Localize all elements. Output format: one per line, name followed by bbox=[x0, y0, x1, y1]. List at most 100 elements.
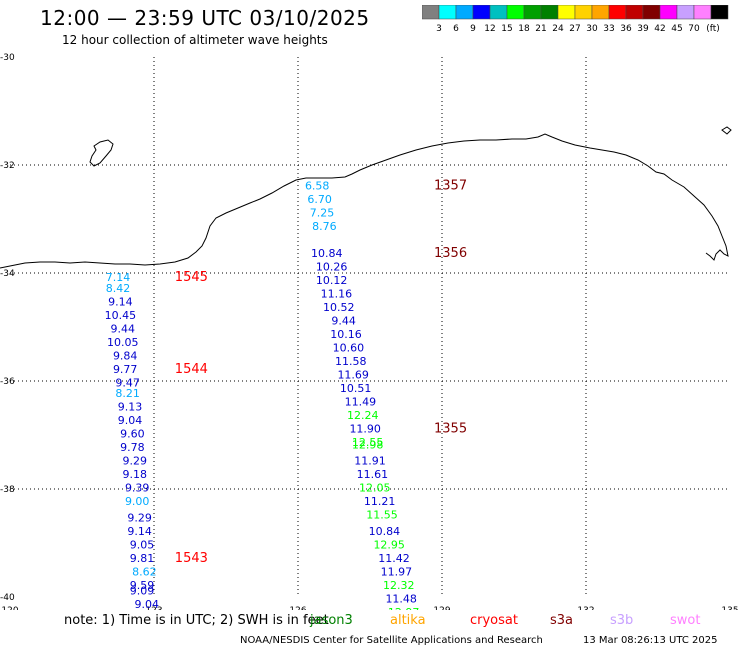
wave-height-value: 9.29 bbox=[127, 511, 152, 524]
axis-tick-labels: 120 123 126 129 132 135 -30 -32 -34 -36 -38 -40 bbox=[0, 53, 739, 610]
pass-number-label: 1357 bbox=[434, 178, 467, 193]
wave-height-value: 9.18 bbox=[123, 468, 148, 481]
map-area: 120 123 126 129 132 135 -30 -32 -34 -36 -38 -40 7.1… bbox=[0, 53, 739, 610]
footer-note: note: 1) Time is in UTC; 2) SWH is in fe… bbox=[64, 613, 329, 628]
wave-height-value: 10.12 bbox=[316, 274, 348, 287]
longitude-tick-label: 129 bbox=[433, 606, 450, 610]
wave-height-value: 11.90 bbox=[349, 422, 381, 435]
latitude-tick-label: -32 bbox=[0, 161, 15, 171]
australia-south-coastline bbox=[0, 133, 729, 269]
colorbar-tick-label: 42 bbox=[654, 24, 665, 34]
pass-number-label: 1544 bbox=[175, 362, 208, 377]
mission-legend-item: cryosat bbox=[470, 613, 518, 628]
wave-height-value: 11.21 bbox=[364, 495, 396, 508]
wave-height-value: 10.84 bbox=[311, 247, 343, 260]
wave-height-value: 6.70 bbox=[307, 193, 332, 206]
coastline bbox=[0, 126, 732, 269]
wave-height-value: 11.55 bbox=[366, 509, 398, 522]
pass-number-label: 1545 bbox=[175, 270, 208, 285]
colorbar-tick-label: 70 bbox=[688, 24, 700, 34]
colorbar-tick-label: 36 bbox=[620, 24, 632, 34]
wave-height-value: 6.58 bbox=[305, 179, 330, 192]
colorbar-legend: 3 6 9 12 15 18 21 24 27 30 33 36 39 42 45 70 (ft) bbox=[422, 5, 729, 34]
wave-height-value: 8.76 bbox=[312, 220, 337, 233]
colorbar-tick-label: 15 bbox=[501, 24, 512, 34]
colorbar-tick-label: 21 bbox=[535, 24, 546, 34]
longitude-tick-label: 120 bbox=[1, 606, 18, 610]
colorbar-tick-label: 18 bbox=[518, 24, 530, 34]
map-subtitle: 12 hour collection of altimeter wave hei… bbox=[62, 33, 328, 47]
wave-height-value: 7.14 bbox=[106, 271, 131, 284]
wave-height-value: 11.16 bbox=[321, 287, 353, 300]
wave-height-value: 9.81 bbox=[130, 552, 155, 565]
wave-height-value: 12.24 bbox=[347, 409, 379, 422]
wave-height-value: 9.05 bbox=[130, 538, 155, 551]
longitude-tick-label: 126 bbox=[289, 606, 306, 610]
wave-height-value: 9.14 bbox=[127, 525, 152, 538]
wave-height-value: 9.13 bbox=[118, 401, 143, 414]
wave-height-value: 9.44 bbox=[331, 314, 356, 327]
mission-legend-item: jason3 bbox=[310, 613, 353, 628]
wave-height-value: 11.91 bbox=[354, 455, 386, 468]
credit-line: NOAA/NESDIS Center for Satellite Applica… bbox=[240, 635, 543, 646]
wave-height-value: 8.62 bbox=[132, 565, 157, 578]
wave-height-value: 7.25 bbox=[310, 206, 335, 219]
latitude-tick-label: -30 bbox=[0, 53, 15, 63]
mission-legend-item: s3b bbox=[610, 613, 634, 628]
colorbar-tick-label: 45 bbox=[671, 24, 682, 34]
colorbar-tick-label: 3 bbox=[436, 24, 442, 34]
wave-height-value: 9.84 bbox=[113, 349, 138, 362]
latitude-tick-label: -40 bbox=[0, 593, 15, 603]
wave-height-value: 10.52 bbox=[323, 301, 355, 314]
colorbar-tick-label: 27 bbox=[569, 24, 580, 34]
wave-height-value: 10.26 bbox=[316, 260, 348, 273]
map-title: 12:00 — 23:59 UTC 03/10/2025 bbox=[40, 6, 370, 30]
wave-height-value: 10.60 bbox=[333, 341, 365, 354]
latitude-tick-label: -36 bbox=[0, 377, 15, 387]
wave-height-value: 12.32 bbox=[383, 579, 415, 592]
mission-legend-item: altika bbox=[390, 613, 426, 628]
wave-height-value: 11.61 bbox=[357, 468, 389, 481]
wave-height-value: 10.05 bbox=[107, 336, 139, 349]
coastal-island-outline bbox=[89, 139, 114, 167]
wave-height-value: 11.49 bbox=[345, 395, 377, 408]
altimeter-tracks: 7.148.429.1410.459.4410.059.849.779.478.… bbox=[105, 178, 467, 610]
wave-height-value: 8.21 bbox=[115, 387, 140, 400]
wave-height-value: 9.09 bbox=[130, 584, 155, 597]
altimeter-track: 6.586.707.258.7610.8410.2610.1211.1610.5… bbox=[305, 178, 467, 610]
longitude-tick-label: 135 bbox=[721, 606, 738, 610]
colorbar-tick-label: 24 bbox=[552, 24, 564, 34]
wave-height-value: 9.39 bbox=[125, 482, 150, 495]
colorbar-tick-label: 9 bbox=[470, 24, 476, 34]
wave-height-value: 9.47 bbox=[115, 376, 140, 389]
colorbar-tick-label: 39 bbox=[637, 24, 649, 34]
wave-height-value: 9.78 bbox=[120, 441, 145, 454]
wave-height-value: 12.05 bbox=[359, 482, 391, 495]
mission-legend-item: swot bbox=[670, 613, 701, 628]
pass-number-label: 1356 bbox=[434, 246, 467, 261]
colorbar-tick-label: 33 bbox=[603, 24, 614, 34]
latitude-tick-label: -34 bbox=[0, 269, 15, 279]
colorbar-tick-label: 12 bbox=[484, 24, 495, 34]
latitude-tick-label: -38 bbox=[0, 485, 15, 495]
wave-height-value: 11.48 bbox=[385, 592, 417, 605]
wave-height-value: 9.77 bbox=[113, 363, 138, 376]
colorbar-unit-label: (ft) bbox=[706, 24, 720, 34]
wave-height-value: 9.59 bbox=[130, 579, 155, 592]
wave-height-value: 9.29 bbox=[123, 455, 148, 468]
wave-height-value: 12.55 bbox=[352, 436, 384, 449]
wave-height-value: 12.98 bbox=[352, 439, 384, 452]
colorbar-tick-label: 30 bbox=[586, 24, 598, 34]
wave-height-value: 10.84 bbox=[369, 525, 401, 538]
wave-height-value: 12.97 bbox=[388, 606, 420, 610]
wave-height-value: 9.04 bbox=[135, 598, 160, 610]
colorbar-tick-label: 6 bbox=[453, 24, 459, 34]
wave-height-value: 10.16 bbox=[330, 328, 362, 341]
wave-height-value: 10.45 bbox=[105, 309, 137, 322]
wave-height-value: 12.95 bbox=[373, 538, 405, 551]
lat-lon-grid bbox=[10, 57, 730, 597]
wave-height-value: 9.04 bbox=[118, 414, 143, 427]
pass-number-label: 1355 bbox=[434, 421, 467, 436]
longitude-tick-label: 123 bbox=[145, 606, 162, 610]
